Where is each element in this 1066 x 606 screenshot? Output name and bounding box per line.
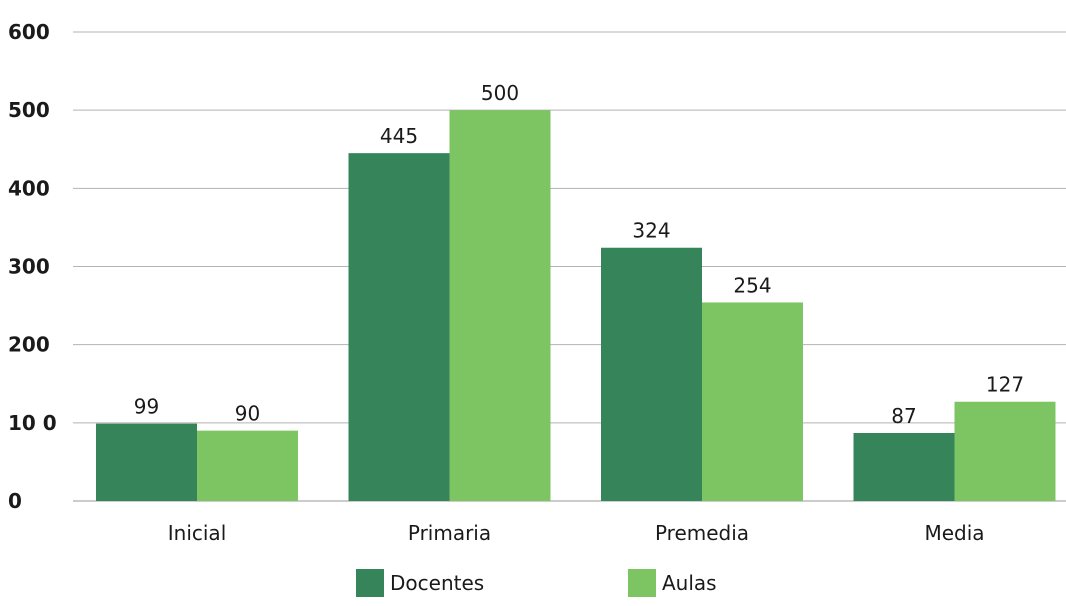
data-label: 445 bbox=[380, 124, 418, 148]
data-label: 90 bbox=[235, 402, 260, 426]
legend-label-docentes: Docentes bbox=[390, 571, 484, 595]
data-label: 127 bbox=[986, 373, 1024, 397]
data-label: 500 bbox=[481, 81, 519, 105]
category-label: Media bbox=[924, 521, 984, 545]
bar-docentes-primaria bbox=[349, 153, 450, 501]
category-label: Premedia bbox=[655, 521, 749, 545]
y-tick-label: 10 0 bbox=[8, 411, 57, 435]
bar-aulas-premedia bbox=[702, 302, 803, 501]
bars bbox=[96, 110, 1056, 501]
legend: Docentes Aulas bbox=[356, 569, 717, 597]
data-label: 254 bbox=[733, 273, 771, 297]
bar-aulas-primaria bbox=[450, 110, 551, 501]
legend-swatch-docentes bbox=[356, 569, 384, 597]
data-label: 87 bbox=[891, 404, 916, 428]
bar-docentes-premedia bbox=[601, 248, 702, 501]
y-tick-label: 400 bbox=[8, 176, 50, 200]
bar-docentes-inicial bbox=[96, 424, 197, 501]
y-tick-label: 300 bbox=[8, 255, 50, 279]
y-axis-tick-labels: 0 10 0 200 300 400 500 600 bbox=[8, 20, 57, 513]
y-tick-label: 0 bbox=[8, 489, 22, 513]
data-label: 99 bbox=[134, 395, 159, 419]
legend-swatch-aulas bbox=[628, 569, 656, 597]
category-label: Primaria bbox=[408, 521, 491, 545]
bar-aulas-media bbox=[955, 402, 1056, 501]
data-labels: 99 90 445 500 324 254 87 127 bbox=[134, 81, 1024, 428]
bar-docentes-media bbox=[854, 433, 955, 501]
category-label: Inicial bbox=[168, 521, 227, 545]
y-tick-label: 200 bbox=[8, 333, 50, 357]
x-axis-category-labels: Inicial Primaria Premedia Media bbox=[168, 521, 985, 545]
y-tick-label: 600 bbox=[8, 20, 50, 44]
data-label: 324 bbox=[632, 219, 670, 243]
bar-aulas-inicial bbox=[197, 431, 298, 501]
y-tick-label: 500 bbox=[8, 98, 50, 122]
legend-label-aulas: Aulas bbox=[662, 571, 717, 595]
